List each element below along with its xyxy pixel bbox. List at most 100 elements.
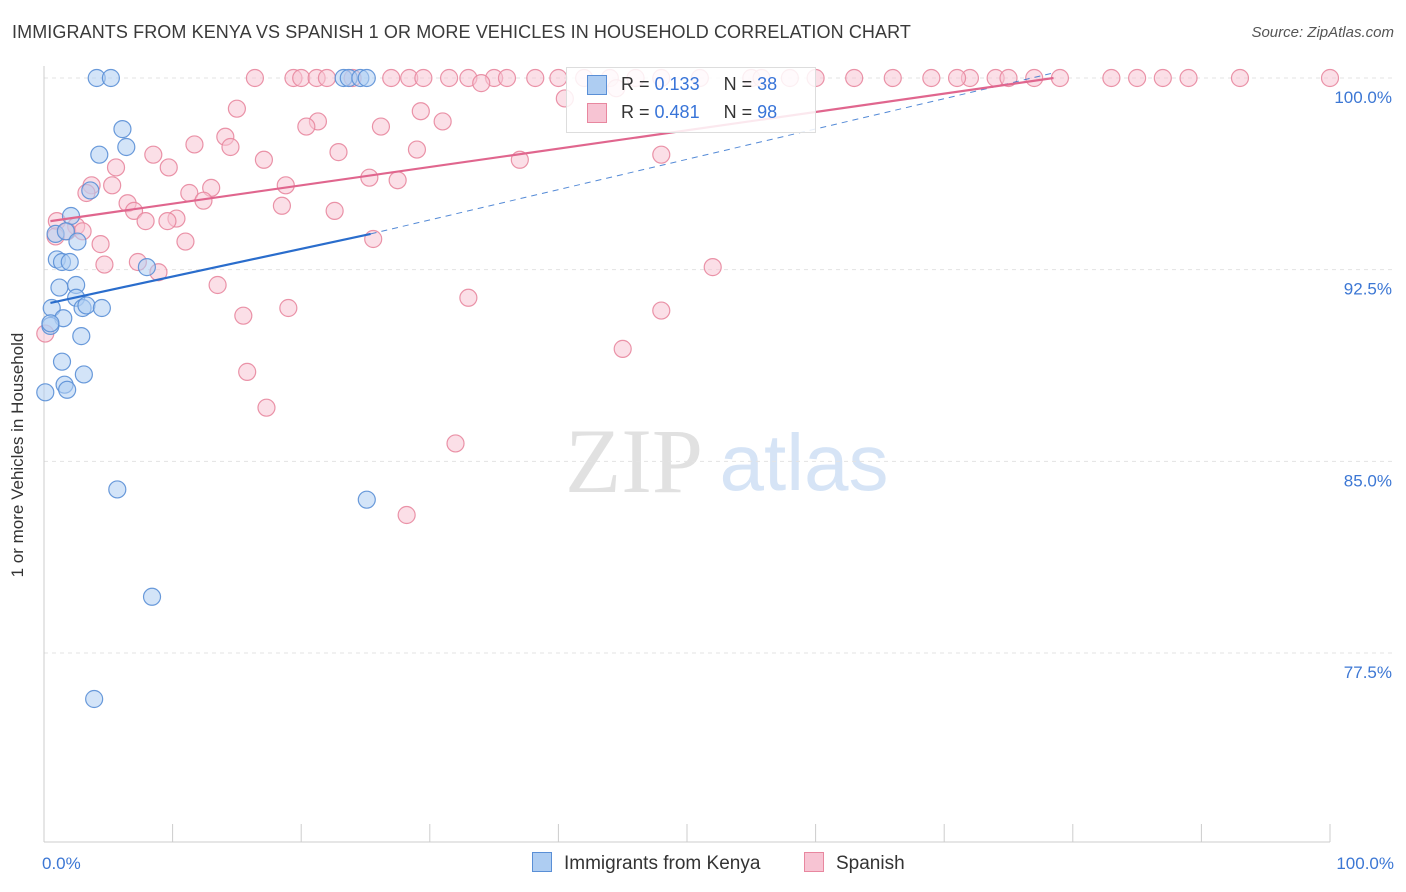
kenya-point <box>56 222 75 241</box>
spanish-point <box>407 140 427 159</box>
spanish-point <box>883 68 902 88</box>
kenya-legend-swatch <box>532 852 552 872</box>
trend-lines <box>50 72 1054 304</box>
spanish-point <box>1050 68 1070 88</box>
spanish-point <box>549 68 568 88</box>
spanish-point <box>257 398 276 417</box>
spanish-point <box>947 68 967 88</box>
kenya-point <box>113 120 132 139</box>
x-tick-label: 0.0% <box>42 854 81 873</box>
y-tick-label: 100.0% <box>1334 88 1392 107</box>
y-tick-labels: 100.0% 92.5% 85.0% 77.5% <box>1334 88 1392 682</box>
kenya-point <box>77 296 96 315</box>
y-tick-label: 77.5% <box>1344 663 1392 682</box>
kenya-point <box>52 352 72 371</box>
x-tick-labels: 0.0% 100.0% <box>42 854 1394 873</box>
spanish-point <box>1179 68 1198 88</box>
spanish-point <box>382 68 401 88</box>
spanish-n-label: N = <box>723 102 753 122</box>
spanish-legend-swatch <box>804 852 824 872</box>
kenya-r-label: R = <box>621 74 650 94</box>
kenya-n-value: 38 <box>757 74 778 94</box>
spanish-point <box>1025 68 1044 88</box>
spanish-point <box>371 117 391 136</box>
spanish-point <box>329 143 348 162</box>
kenya-point <box>50 278 69 297</box>
kenya-point <box>61 206 81 226</box>
spanish-point <box>176 232 195 251</box>
kenya-point <box>72 327 91 346</box>
spanish-point <box>95 255 114 274</box>
spanish-point <box>1127 68 1147 88</box>
spanish-point <box>613 339 632 358</box>
kenya-point <box>41 314 60 333</box>
spanish-point <box>414 68 433 88</box>
chart-title: IMMIGRANTS FROM KENYA VS SPANISH 1 OR MO… <box>12 22 912 42</box>
spanish-point <box>439 68 459 88</box>
spanish-point <box>1153 68 1172 88</box>
spanish-point <box>103 176 122 195</box>
spanish-legend-label: Spanish <box>836 853 905 874</box>
spanish-point <box>526 68 545 88</box>
kenya-point <box>85 689 104 709</box>
spanish-point <box>1102 68 1121 88</box>
kenya-point <box>90 145 109 164</box>
spanish-point <box>433 112 452 131</box>
kenya-point <box>357 490 376 509</box>
kenya-points <box>36 68 376 709</box>
spanish-point <box>234 306 253 325</box>
watermark-atlas: atlas <box>720 418 889 507</box>
kenya-point <box>117 137 136 157</box>
spanish-point <box>276 176 295 195</box>
spanish-point <box>411 102 430 121</box>
kenya-point <box>60 252 79 272</box>
spanish-point <box>497 68 517 88</box>
x-tick-label: 100.0% <box>1336 854 1394 873</box>
spanish-point <box>999 68 1018 88</box>
spanish-point <box>325 201 344 220</box>
spanish-point <box>1230 68 1250 88</box>
spanish-point <box>446 434 465 453</box>
spanish-point <box>397 505 416 525</box>
spanish-point <box>254 150 274 169</box>
kenya-swatch <box>587 75 607 96</box>
stats-legend: R = 0.133 N = 38 R = 0.481 N = 98 <box>566 67 816 133</box>
spanish-point <box>652 145 671 164</box>
kenya-point <box>357 68 376 88</box>
watermark-zip: ZIP <box>565 410 703 512</box>
spanish-point <box>317 68 337 88</box>
axes <box>43 66 1331 843</box>
spanish-n-value: 98 <box>757 102 778 122</box>
spanish-r-value: 0.481 <box>654 102 700 122</box>
spanish-point <box>91 235 110 254</box>
spanish-point <box>272 196 292 215</box>
spanish-point <box>221 137 240 157</box>
kenya-point <box>108 480 127 499</box>
spanish-point <box>159 158 178 177</box>
spanish-point <box>652 301 671 320</box>
spanish-point <box>185 135 204 154</box>
bottom-legend-spanish[interactable]: Spanish <box>804 852 905 875</box>
source-note: Source: ZipAtlas.com <box>1251 24 1394 41</box>
legend-row-kenya: R = 0.133 N = 38 <box>587 74 777 98</box>
spanish-point <box>245 68 265 88</box>
spanish-r-label: R = <box>621 102 650 122</box>
spanish-point <box>388 171 407 190</box>
kenya-legend-label: Immigrants from Kenya <box>564 853 761 874</box>
spanish-point <box>106 158 126 177</box>
kenya-point <box>68 232 87 251</box>
spanish-point <box>845 68 864 88</box>
kenya-point <box>137 258 156 277</box>
spanish-point <box>136 212 155 231</box>
bottom-legend-kenya[interactable]: Immigrants from Kenya <box>532 852 760 875</box>
y-tick-label: 92.5% <box>1344 280 1392 299</box>
kenya-n-label: N = <box>723 74 753 94</box>
spanish-point <box>144 145 163 164</box>
spanish-point <box>703 258 722 277</box>
kenya-trend-line <box>50 232 371 304</box>
spanish-point <box>292 68 311 88</box>
spanish-trend-line <box>50 76 1054 223</box>
kenya-point <box>81 181 100 200</box>
kenya-trend-extension <box>370 72 1054 235</box>
